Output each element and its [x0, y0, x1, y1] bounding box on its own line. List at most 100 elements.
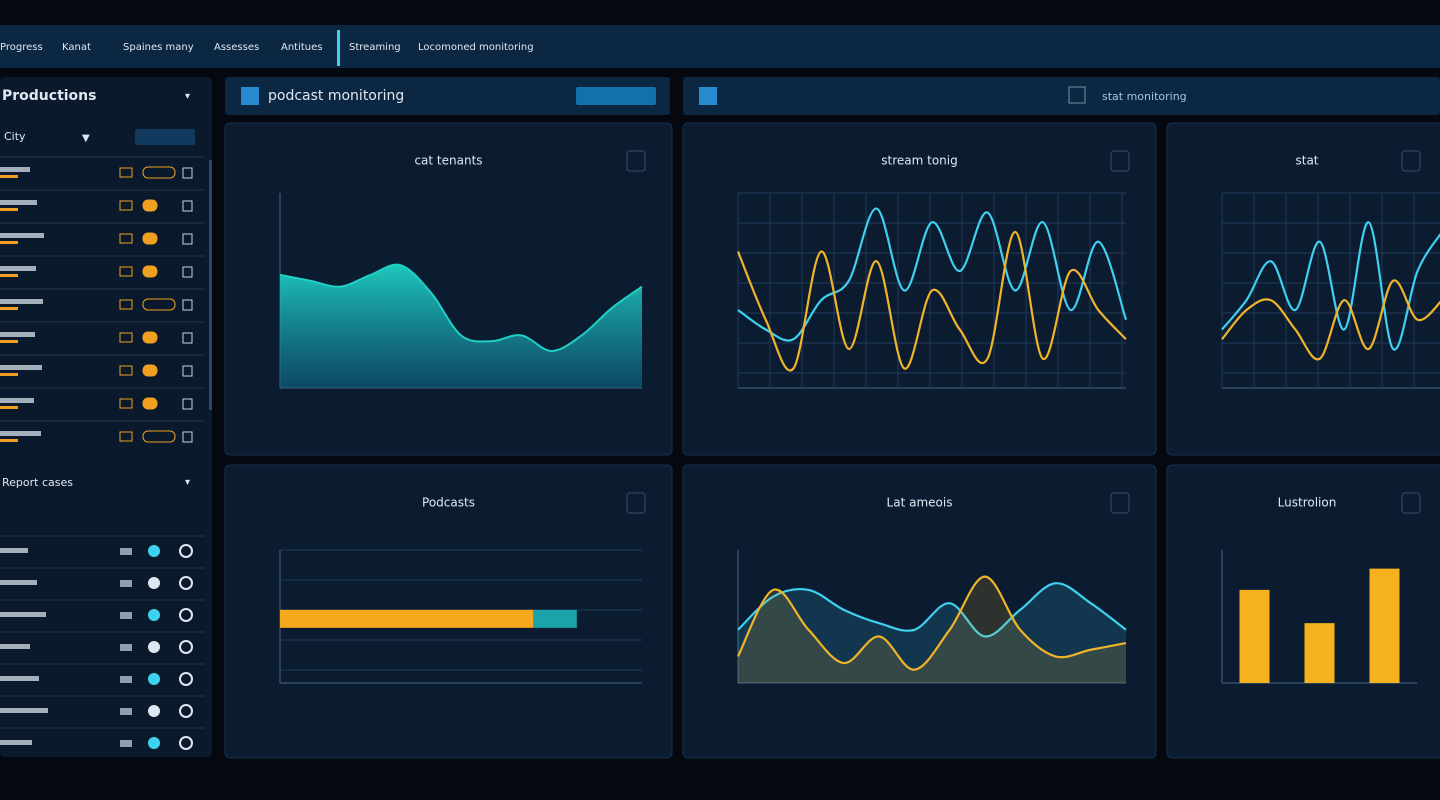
panel-title: Lustrolion — [1278, 496, 1337, 510]
header-title: stat monitoring — [1102, 90, 1187, 103]
row-badge — [142, 199, 158, 212]
row-action — [182, 431, 193, 443]
nav-item[interactable]: Kanat — [62, 42, 91, 53]
nav-indicator — [337, 30, 340, 66]
panel-action[interactable] — [1401, 150, 1421, 172]
row-action — [182, 398, 193, 410]
row-label — [0, 644, 30, 649]
row-sub — [0, 439, 18, 442]
row-label — [0, 708, 48, 713]
nav-item[interactable]: Progress — [0, 42, 43, 53]
row-label — [0, 740, 32, 745]
chevron[interactable]: ▼ — [82, 133, 90, 144]
panel-action[interactable] — [1401, 492, 1421, 514]
bar — [1304, 623, 1335, 683]
row-icon — [119, 332, 133, 343]
panel-action[interactable] — [626, 150, 646, 172]
chevron[interactable]: ▾ — [185, 91, 190, 102]
header-strip — [683, 77, 1440, 115]
row-icon — [120, 708, 132, 715]
icon — [699, 87, 717, 105]
nav-item[interactable]: Locomoned monitoring — [418, 42, 534, 53]
row-icon — [120, 580, 132, 587]
row-dot — [148, 609, 160, 621]
filter-select[interactable] — [135, 129, 195, 145]
bar — [280, 609, 534, 628]
row-label — [0, 200, 37, 205]
sidebar-title: Productions — [2, 88, 96, 104]
area — [280, 264, 642, 388]
row-badge — [142, 232, 158, 245]
panel-title: Podcasts — [422, 496, 475, 510]
row-label — [0, 365, 42, 370]
sidebar-filter[interactable]: City — [4, 130, 26, 143]
bar — [1239, 589, 1270, 683]
row-label — [0, 612, 46, 617]
row-sub — [0, 208, 18, 211]
row-action[interactable] — [179, 704, 193, 718]
row-icon — [119, 431, 133, 442]
row-icon — [120, 740, 132, 747]
nav-item[interactable]: Streaming — [349, 42, 401, 53]
row-label — [0, 548, 28, 553]
bar — [1369, 568, 1400, 683]
row-sub — [0, 406, 18, 409]
chevron[interactable]: ▾ — [185, 477, 190, 488]
header-title: podcast monitoring — [268, 88, 404, 104]
row-label — [0, 233, 44, 238]
row-badge — [142, 430, 176, 443]
nav-item[interactable]: Antitues — [281, 42, 323, 53]
sidebar-section: Report cases — [2, 476, 73, 489]
row-badge — [142, 397, 158, 410]
scrollbar — [209, 160, 212, 410]
panel — [682, 122, 1157, 456]
row-action[interactable] — [179, 672, 193, 686]
row-action[interactable] — [179, 640, 193, 654]
panel-title: stream tonig — [881, 154, 957, 168]
row-label — [0, 299, 43, 304]
panel-action[interactable] — [1110, 492, 1130, 514]
row-icon — [119, 200, 133, 211]
row-dot — [148, 737, 160, 749]
row-action[interactable] — [179, 608, 193, 622]
row-dot — [148, 673, 160, 685]
row-action[interactable] — [179, 736, 193, 750]
row-dot — [148, 641, 160, 653]
row-sub — [0, 340, 18, 343]
line — [1221, 279, 1440, 361]
row-label — [0, 266, 36, 271]
row-dot — [148, 545, 160, 557]
row-sub — [0, 241, 18, 244]
line — [737, 575, 1127, 671]
row-badge — [142, 265, 158, 278]
bar — [533, 609, 577, 628]
row-badge — [142, 364, 158, 377]
panel-title: stat — [1295, 154, 1318, 168]
icon[interactable] — [1068, 86, 1086, 104]
dropdown[interactable] — [576, 87, 656, 105]
row-icon — [119, 365, 133, 376]
row-icon — [120, 612, 132, 619]
row-action[interactable] — [179, 576, 193, 590]
row-label — [0, 167, 30, 172]
row-action — [182, 365, 193, 377]
row-icon — [119, 266, 133, 277]
panel — [1166, 464, 1440, 759]
row-label — [0, 580, 37, 585]
panel-title: cat tenants — [414, 154, 482, 168]
line — [737, 207, 1128, 342]
panel-action[interactable] — [1110, 150, 1130, 172]
nav-item[interactable]: Assesses — [214, 42, 259, 53]
row-badge — [142, 166, 176, 179]
row-icon — [120, 676, 132, 683]
panel-action[interactable] — [626, 492, 646, 514]
nav-item[interactable]: Spaines many — [123, 42, 194, 53]
row-action — [182, 167, 193, 179]
line-area — [738, 576, 1126, 683]
area-line — [279, 263, 643, 352]
row-dot — [148, 705, 160, 717]
row-icon — [120, 644, 132, 651]
row-label — [0, 332, 35, 337]
row-action[interactable] — [179, 544, 193, 558]
